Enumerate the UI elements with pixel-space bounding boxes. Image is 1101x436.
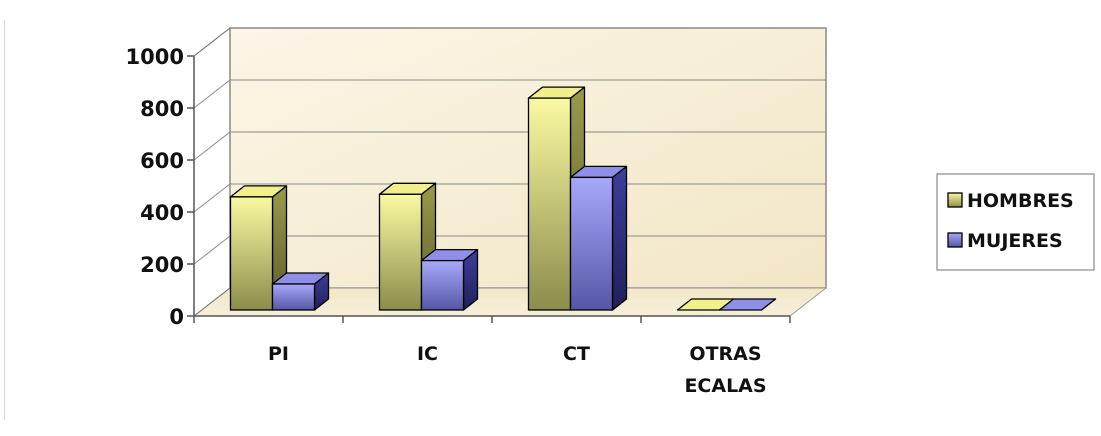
gridline bbox=[193, 79, 826, 109]
y-tick-label: 400 bbox=[140, 201, 184, 225]
y-axis-top-edge bbox=[193, 27, 231, 57]
x-category-label: PI bbox=[268, 343, 289, 365]
gridline bbox=[193, 183, 826, 213]
x-category-label: CT bbox=[563, 343, 590, 365]
y-tick-label: 0 bbox=[169, 305, 184, 329]
y-tick-label: 200 bbox=[140, 253, 184, 277]
legend-box bbox=[936, 173, 1095, 271]
bar bbox=[420, 248, 479, 311]
legend-label: MUJERES bbox=[967, 230, 1063, 252]
y-axis-bottom-edge bbox=[193, 287, 231, 317]
bar-front bbox=[271, 283, 316, 311]
y-tick-label: 600 bbox=[140, 149, 184, 173]
x-category-label: IC bbox=[417, 343, 438, 365]
bar bbox=[271, 272, 330, 311]
bar-front bbox=[527, 97, 572, 311]
bar-top bbox=[718, 298, 777, 311]
bar bbox=[569, 165, 628, 311]
x-category-label: ECALAS bbox=[684, 375, 766, 397]
bar-side bbox=[611, 165, 628, 311]
legend-label: HOMBRES bbox=[967, 190, 1074, 212]
left-edge-rule bbox=[4, 20, 5, 420]
bar-front bbox=[420, 259, 465, 311]
bar-front bbox=[378, 193, 423, 311]
gridline bbox=[193, 131, 826, 161]
x-category-label: OTRAS bbox=[689, 343, 761, 365]
bar bbox=[718, 298, 777, 311]
legend-swatch bbox=[947, 192, 963, 208]
y-tick-label: 1000 bbox=[126, 45, 184, 69]
legend-swatch bbox=[947, 232, 963, 248]
y-tick-label: 800 bbox=[140, 97, 184, 121]
bar-front bbox=[229, 196, 274, 311]
bar-front bbox=[569, 176, 614, 311]
